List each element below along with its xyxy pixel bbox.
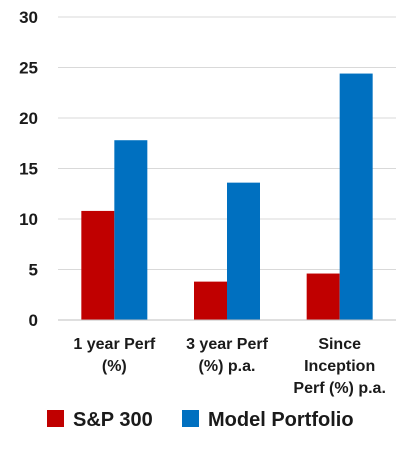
legend-swatch [47,410,64,427]
category-label: Since Inception Perf (%) p.a. [293,336,385,397]
y-tick-labels: 0 5 10 15 20 25 30 [19,8,38,330]
y-tick-label: 0 [29,311,38,330]
legend-label: Model Portfolio [208,409,354,431]
bar-sp300 [81,210,115,320]
bar-sp300 [306,273,340,320]
y-tick-label: 20 [19,109,38,128]
category-label-line: 3 year Perf [186,336,269,353]
category-label-line: Since [318,336,361,353]
legend-label: S&P 300 [73,409,153,431]
category-label-line: (%) p.a. [199,358,256,375]
legend-swatch [182,410,199,427]
category-label-line: Inception [304,358,375,375]
bar-model-portfolio [339,73,373,320]
y-tick-label: 15 [19,160,38,179]
category-label-line: Perf (%) p.a. [293,380,385,397]
bars [81,73,373,320]
bar-sp300 [194,281,227,320]
category-labels: 1 year Perf (%) 3 year Perf (%) p.a. Since In… [73,336,385,397]
y-tick-label: 10 [19,210,38,229]
bar-model-portfolio [114,140,148,320]
category-label: 3 year Perf (%) p.a. [186,336,269,375]
category-label: 1 year Perf (%) [73,336,156,375]
y-tick-label: 25 [19,59,38,78]
category-label-line: (%) [102,358,127,375]
y-tick-label: 30 [19,8,38,27]
bar-model-portfolio [227,182,260,320]
legend: S&P 300 Model Portfolio [47,409,354,431]
y-tick-label: 5 [29,261,38,280]
category-label-line: 1 year Perf [73,336,156,353]
